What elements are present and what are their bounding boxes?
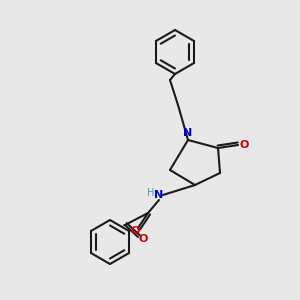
Text: O: O (130, 226, 140, 236)
Text: N: N (183, 128, 193, 138)
Text: H: H (147, 188, 155, 198)
Text: O: O (240, 140, 249, 150)
Text: O: O (138, 234, 148, 244)
Text: N: N (154, 190, 164, 200)
